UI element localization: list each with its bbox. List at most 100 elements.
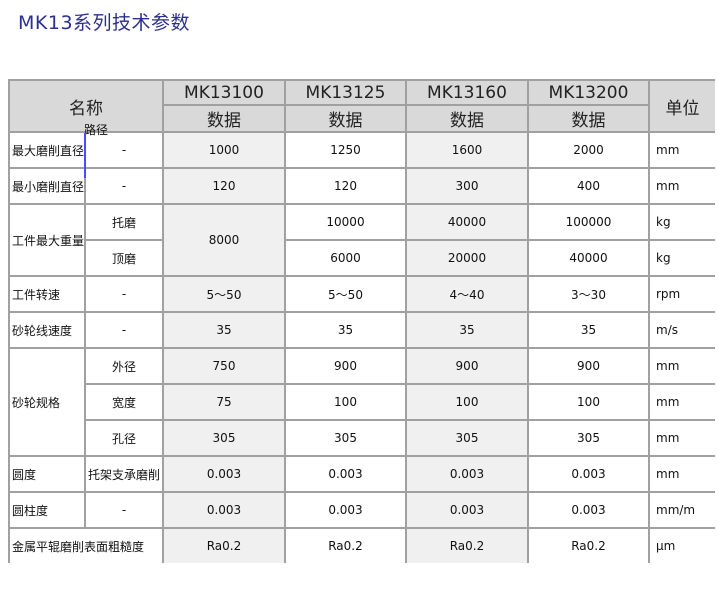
value-cell: 6000 [284,239,407,277]
header-model: MK13100 [162,79,286,106]
value-cell: 0.003 [527,491,650,529]
row-sublabel: 孔径 [84,419,164,457]
row-sublabel: 宽度 [84,383,164,421]
unit-cell: μm [648,527,715,563]
unit-cell: m/s [648,311,715,349]
value-cell: 8000 [162,203,286,277]
row-sublabel: - [84,311,164,349]
value-cell: 3～30 [527,275,650,313]
unit-cell: mm [648,383,715,421]
table-row: 金属平辊磨削表面粗糙度 Ra0.2 Ra0.2 Ra0.2 Ra0.2 μm [8,527,715,563]
table-row: 孔径 305 305 305 305 mm [9,419,715,457]
value-cell: 1000 [162,131,286,169]
value-cell: 35 [162,311,286,349]
table-row: 圆柱度 -0.003 0.003 0.003 0.003 mm/m [8,491,715,529]
unit-cell: mm [648,131,715,169]
unit-cell: mm [648,167,715,205]
table-row: 圆度 托架支承磨削 0.003 0.003 0.003 0.003 mm [8,455,715,493]
header-row: 数据 数据 数据 数据 [9,104,715,133]
value-cell: 20000 [405,239,529,277]
row-sublabel: 顶磨 [84,239,164,277]
value-cell: 305 [284,419,407,457]
value-cell: Ra0.2 [284,527,407,563]
unit-cell: kg [648,239,715,277]
value-cell: 900 [405,347,529,385]
value-cell: 0.003 [405,455,529,493]
unit-cell: mm [648,347,715,385]
table-row: 宽度 75 100 100 100 mm [9,383,715,421]
value-cell: 305 [527,419,650,457]
spec-table: 名称 MK13100 MK13125 MK13160 MK13200 单位 数据… [8,79,715,563]
value-cell: 35 [527,311,650,349]
row-sublabel: - [84,167,164,205]
value-cell: 900 [284,347,407,385]
cursor-line [84,133,86,178]
row-label: 工件转速 [8,275,86,313]
row-label: 砂轮线速度 [8,311,86,349]
header-data: 数据 [284,104,407,133]
row-sublabel: - [84,491,164,529]
value-cell: 100 [527,383,650,421]
table-row: 砂轮线速度 -35 35 35 35 m/s [8,311,715,349]
value-cell: 120 [284,167,407,205]
value-cell: 5～50 [162,275,286,313]
header-row: 名称 MK13100 MK13125 MK13160 MK13200 单位 [8,79,715,133]
value-cell: 75 [162,383,286,421]
table-row: 顶磨 6000 20000 40000 kg [9,239,715,277]
row-label: 工件最大重量 [8,203,86,277]
table-row: 工件最大重量 托磨 8000 10000 40000 100000 kg [8,203,715,277]
value-cell: 35 [405,311,529,349]
header-data: 数据 [527,104,650,133]
unit-cell: mm [648,419,715,457]
value-cell: 305 [405,419,529,457]
header-unit: 单位 [648,79,715,133]
value-cell: 305 [162,419,286,457]
row-label: 圆柱度 [8,491,86,529]
value-cell: 5～50 [284,275,407,313]
value-cell: 750 [162,347,286,385]
row-label: 最小磨削直径 [8,167,86,205]
table-row: 工件转速 -5～50 5～50 4～40 3～30 rpm [8,275,715,313]
row-label: 砂轮规格 [8,347,86,457]
value-cell: 1600 [405,131,529,169]
value-cell: 0.003 [284,491,407,529]
row-sublabel: 托架支承磨削 [84,455,164,493]
value-cell: Ra0.2 [527,527,650,563]
row-label: 最大磨削直径 [8,131,86,169]
value-cell: 0.003 [284,455,407,493]
row-label: 圆度 [8,455,86,493]
row-sublabel: - [84,131,164,169]
value-cell: 0.003 [405,491,529,529]
value-cell: 0.003 [162,491,286,529]
value-cell: 2000 [527,131,650,169]
value-cell: 0.003 [527,455,650,493]
table-row: 最小磨削直径 -120 120 300 400 mm [8,167,715,205]
unit-cell: kg [648,203,715,241]
value-cell: 4～40 [405,275,529,313]
value-cell: 100 [284,383,407,421]
unit-cell: rpm [648,275,715,313]
page-title: MK13系列技术参数 [18,12,191,34]
value-cell: 0.003 [162,455,286,493]
value-cell: Ra0.2 [162,527,286,563]
value-cell: 300 [405,167,529,205]
value-cell: 1250 [284,131,407,169]
header-data: 数据 [405,104,529,133]
row-sublabel: - [84,275,164,313]
value-cell: 10000 [284,203,407,241]
table-row: 砂轮规格 外径 750 900 900 900 mm [8,347,715,457]
unit-cell: mm/m [648,491,715,529]
value-cell: 400 [527,167,650,205]
value-cell: Ra0.2 [405,527,529,563]
unit-cell: mm [648,455,715,493]
row-sublabel: 外径 [84,347,164,385]
value-cell: 40000 [405,203,529,241]
value-cell: 35 [284,311,407,349]
value-cell: 40000 [527,239,650,277]
row-label: 金属平辊磨削表面粗糙度 [8,527,164,563]
header-model: MK13125 [284,79,407,106]
value-cell: 100000 [527,203,650,241]
row-sublabel: 托磨 [84,203,164,241]
value-cell: 100 [405,383,529,421]
value-cell: 900 [527,347,650,385]
